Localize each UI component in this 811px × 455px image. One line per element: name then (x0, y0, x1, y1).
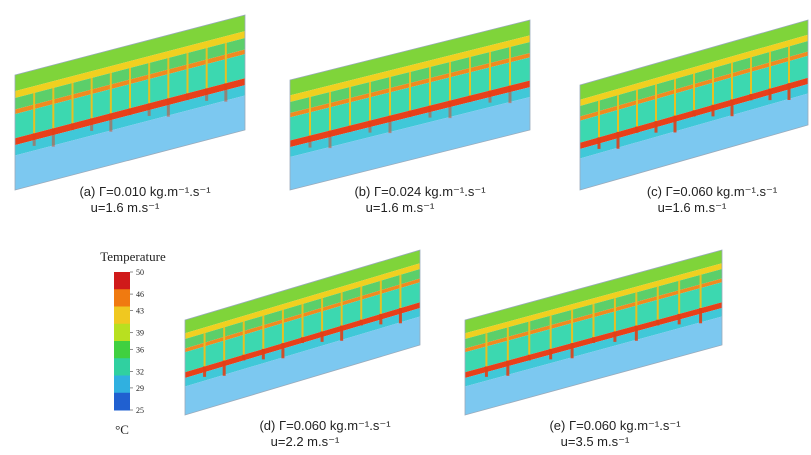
colorbar-segment (114, 289, 130, 307)
colorbar-tick-label: 39 (136, 329, 144, 338)
colorbar-tick-label: 50 (136, 268, 144, 277)
panel-caption: (e) Γ=0.060 kg.m⁻¹.s⁻¹ (549, 418, 681, 433)
colorbar-tick-label: 46 (136, 290, 144, 299)
colorbar-segment (114, 376, 130, 394)
colorbar-segment (114, 341, 130, 359)
colorbar-title: Temperature (100, 249, 166, 264)
panel-caption: (c) Γ=0.060 kg.m⁻¹.s⁻¹ (647, 184, 778, 199)
colorbar-unit: °C (115, 422, 129, 437)
figure: Temperature °C (a) Γ=0.010 kg.m⁻¹.s⁻¹u=1… (0, 0, 811, 455)
colorbar-tick-label: 25 (136, 406, 144, 415)
panel-velocity: u=2.2 m.s⁻¹ (271, 434, 340, 449)
panel-caption: (d) Γ=0.060 kg.m⁻¹.s⁻¹ (259, 418, 391, 433)
panel-velocity: u=3.5 m.s⁻¹ (561, 434, 630, 449)
colorbar-segment (114, 393, 130, 411)
colorbar-segment (114, 272, 130, 290)
colorbar-segment (114, 307, 130, 325)
colorbar-tick-label: 29 (136, 384, 144, 393)
colorbar-tick-label: 43 (136, 307, 144, 316)
panel-caption: (b) Γ=0.024 kg.m⁻¹.s⁻¹ (354, 184, 486, 199)
panel-velocity: u=1.6 m.s⁻¹ (366, 200, 435, 215)
colorbar-tick-label: 36 (136, 345, 144, 354)
colorbar-segment (114, 324, 130, 342)
panel-velocity: u=1.6 m.s⁻¹ (658, 200, 727, 215)
colorbar-tick-label: 32 (136, 367, 144, 376)
panel-caption: (a) Γ=0.010 kg.m⁻¹.s⁻¹ (79, 184, 211, 199)
colorbar-segment (114, 358, 130, 376)
panel-velocity: u=1.6 m.s⁻¹ (91, 200, 160, 215)
